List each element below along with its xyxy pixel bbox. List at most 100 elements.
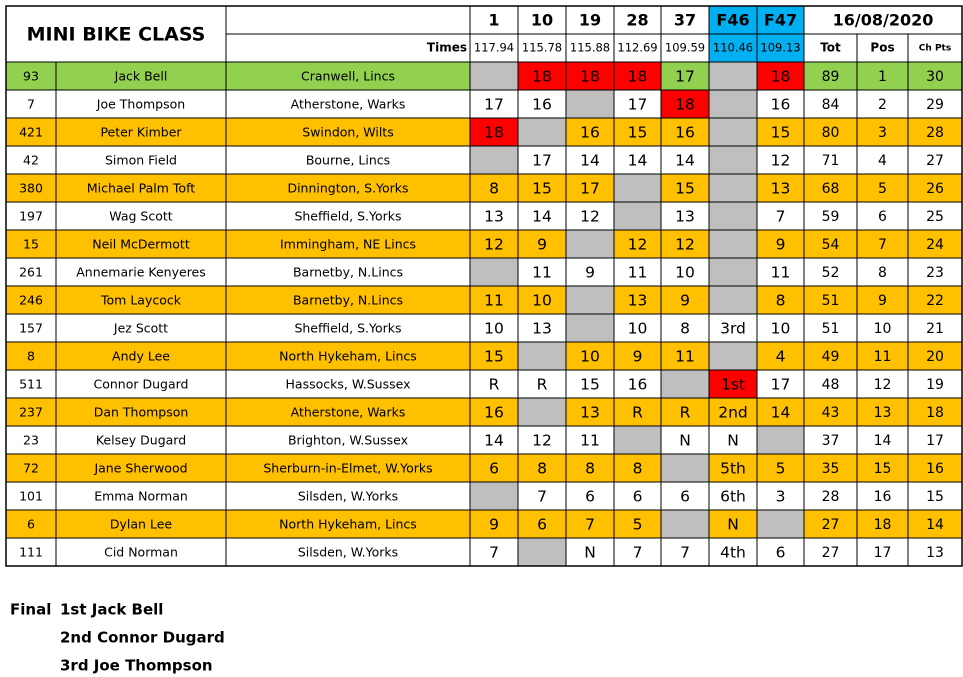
cell-value: 11	[580, 432, 600, 450]
cell-value: 6th	[720, 488, 746, 506]
cell	[660, 397, 710, 427]
cell	[55, 285, 227, 315]
cell-value: 3	[776, 488, 786, 506]
cell-value: 18	[771, 68, 791, 86]
cell-value: 6	[680, 488, 690, 506]
cell	[613, 173, 662, 203]
cell-value: 16	[532, 96, 552, 114]
final-place: 3rd Joe Thompson	[60, 657, 213, 675]
race-label: F46	[716, 11, 749, 30]
cell-value: 71	[822, 153, 840, 169]
cell-value: 9	[585, 264, 595, 282]
cell-value: 261	[19, 265, 43, 280]
rider-name: Annemarie Kenyeres	[76, 265, 206, 280]
cell	[517, 453, 567, 483]
cell	[708, 397, 758, 427]
cell-value: 15	[484, 348, 504, 366]
cell-value: 16	[675, 124, 695, 142]
cell	[565, 257, 615, 287]
cell	[469, 145, 519, 175]
cell	[225, 5, 471, 35]
date: 16/08/2020	[833, 11, 934, 30]
cell	[225, 173, 471, 203]
cell-value: 15	[926, 489, 944, 505]
cell	[907, 33, 963, 63]
race-time: 115.78	[522, 41, 562, 55]
cell	[517, 537, 567, 567]
cell	[55, 453, 227, 483]
cell-value: 8	[633, 460, 643, 478]
cell-value: 27	[822, 545, 840, 561]
cell-value: 15	[874, 461, 892, 477]
cell-value: 43	[822, 405, 840, 421]
rider-name: Kelsey Dugard	[96, 433, 186, 448]
cell-value: 8	[776, 292, 786, 310]
rider-town: Dinnington, S.Yorks	[287, 181, 408, 196]
cell-value: 84	[822, 97, 840, 113]
cell	[907, 173, 963, 203]
cell	[756, 369, 805, 399]
cell-value: 7	[633, 544, 643, 562]
cell-value: R	[632, 404, 643, 422]
cell	[756, 285, 805, 315]
race-time: 117.94	[474, 41, 514, 55]
cell	[708, 61, 758, 91]
cell-value: 19	[926, 377, 944, 393]
rider-town: Swindon, Wilts	[302, 125, 393, 140]
cell-value: 42	[23, 153, 39, 168]
rider-town: Silsden, W.Yorks	[298, 489, 398, 504]
cell	[660, 313, 710, 343]
race-label: F47	[764, 11, 797, 30]
cell	[708, 481, 758, 511]
cell-value: 14	[874, 433, 892, 449]
cell-value: 5	[776, 460, 786, 478]
cell-value: 18	[675, 96, 695, 114]
cell-value: 6	[878, 209, 887, 225]
cell-value: 2nd	[718, 404, 748, 422]
cell	[5, 145, 57, 175]
cell	[856, 173, 909, 203]
cell-value: 11	[532, 264, 552, 282]
cell-value: 4	[878, 153, 887, 169]
cell-value: 7	[489, 544, 499, 562]
cell-value: 20	[926, 349, 944, 365]
cell	[469, 537, 519, 567]
cell	[225, 229, 471, 259]
cell-value: 8	[489, 180, 499, 198]
cell	[565, 537, 615, 567]
cell-value: 16	[874, 489, 892, 505]
cell	[708, 341, 758, 371]
cell	[660, 537, 710, 567]
cell-value: 12	[628, 236, 648, 254]
rider-town: North Hykeham, Lincs	[279, 349, 417, 364]
rider-name: Connor Dugard	[94, 377, 189, 392]
cell	[907, 117, 963, 147]
cell	[225, 397, 471, 427]
cell-value: 48	[822, 377, 840, 393]
cell	[756, 257, 805, 287]
cell-value: 3	[878, 125, 887, 141]
cell	[708, 33, 758, 63]
cell	[660, 201, 710, 231]
cell	[469, 173, 519, 203]
cell	[660, 257, 710, 287]
cell-value: 6	[489, 460, 499, 478]
cell	[756, 117, 805, 147]
cell	[613, 89, 662, 119]
rider-name: Neil McDermott	[92, 237, 190, 252]
cell	[55, 257, 227, 287]
cell-value: 15	[628, 124, 648, 142]
cell	[225, 61, 471, 91]
cell-value: 15	[23, 237, 39, 252]
cell-value: 17	[771, 376, 791, 394]
cell-value: 15	[580, 376, 600, 394]
cell-value: 17	[675, 68, 695, 86]
cell	[803, 33, 858, 63]
cell	[803, 509, 858, 539]
cell-value: 5	[633, 516, 643, 534]
cell	[660, 369, 710, 399]
cell-value: 6	[633, 488, 643, 506]
cell-value: N	[679, 432, 691, 450]
cell-value: 10	[771, 320, 791, 338]
